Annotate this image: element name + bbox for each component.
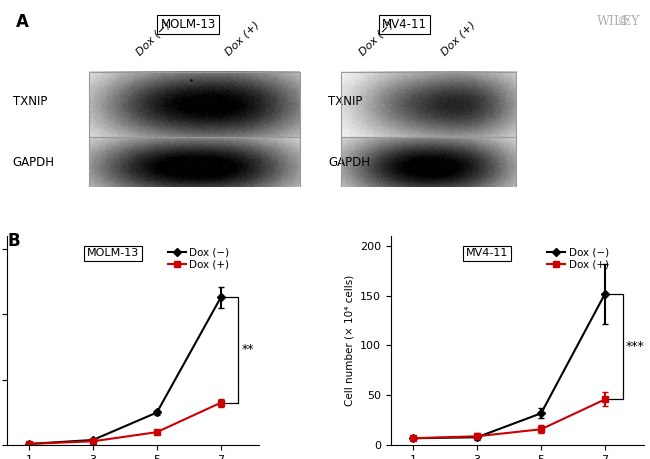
Text: MV4-11: MV4-11 [465,248,508,258]
Text: Dox (−): Dox (−) [134,19,172,57]
Text: ***: *** [626,340,645,353]
Legend: Dox (−), Dox (+): Dox (−), Dox (+) [543,243,613,274]
Text: **: ** [242,343,254,357]
Text: GAPDH: GAPDH [328,156,370,169]
Legend: Dox (−), Dox (+): Dox (−), Dox (+) [163,243,234,274]
Text: MOLM-13: MOLM-13 [161,18,216,31]
Text: MOLM-13: MOLM-13 [86,248,139,258]
Text: A: A [16,13,29,31]
Text: Dox (+): Dox (+) [439,19,478,57]
Text: TXNIP: TXNIP [13,95,47,108]
Text: GAPDH: GAPDH [13,156,55,169]
Text: ©: © [618,15,634,28]
Text: Dox (+): Dox (+) [223,19,261,57]
Text: B: B [8,232,20,250]
Text: WILEY: WILEY [597,15,640,28]
Y-axis label: Cell number (× 10⁴ cells): Cell number (× 10⁴ cells) [344,275,354,406]
Text: MV4-11: MV4-11 [382,18,427,31]
Text: TXNIP: TXNIP [328,95,363,108]
Text: Dox (−): Dox (−) [357,19,395,57]
